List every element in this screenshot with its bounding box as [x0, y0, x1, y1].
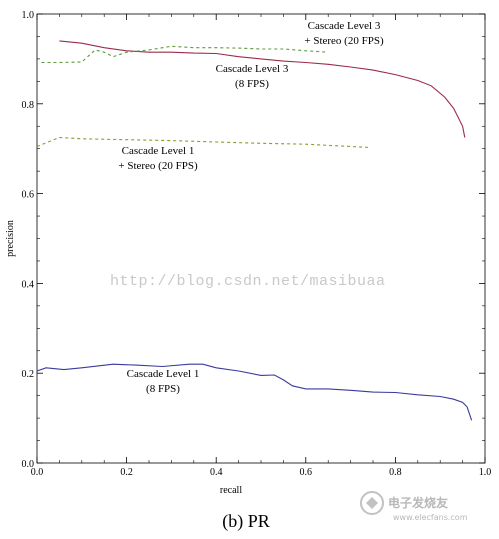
y-tick-label: 0.8 — [22, 100, 35, 111]
watermark-text: http://blog.csdn.net/masibuaa — [110, 273, 386, 290]
plot-axes: 0.0 0.2 0.4 0.6 0.8 1.0 0.0 0.2 0.4 0.6 0.8 1.0 reca… — [5, 10, 491, 496]
y-tick-label: 0.6 — [22, 190, 35, 201]
logo-icon — [360, 491, 384, 515]
y-tick-label: 0.0 — [22, 459, 35, 470]
logo-text: 电子发烧友 — [388, 495, 448, 510]
series-annotation-2: + Stereo (20 FPS) — [304, 35, 384, 47]
x-axis-label: recall — [220, 485, 242, 496]
plot-annotations: Cascade Level 3 (8 FPS) Cascade Level 3 + S… — [118, 20, 384, 395]
series-line-4 — [36, 363, 473, 421]
series-annotation-2: Cascade Level 3 — [308, 20, 381, 32]
series-line-2 — [41, 45, 329, 64]
x-tick-label: 0.8 — [389, 467, 402, 478]
y-axis-label: precision — [5, 220, 16, 257]
x-tick-label: 0.0 — [31, 467, 44, 478]
series-annotation-1: (8 FPS) — [235, 78, 269, 90]
x-tick-label: 0.6 — [300, 467, 313, 478]
y-tick-label: 0.2 — [22, 369, 35, 380]
series-annotation-3: Cascade Level 1 — [122, 145, 195, 157]
series-annotation-4: (8 FPS) — [146, 383, 180, 395]
x-tick-label: 0.2 — [120, 467, 133, 478]
x-tick-label: 1.0 — [479, 467, 492, 478]
series-line-3 — [36, 136, 369, 148]
x-tick-label: 0.4 — [210, 467, 223, 478]
y-tick-label: 1.0 — [22, 10, 35, 21]
figure-caption: (b) PR — [222, 511, 270, 532]
site-logo: 电子发烧友 www.elecfans.com — [360, 491, 468, 522]
series-annotation-3: + Stereo (20 FPS) — [118, 160, 198, 172]
y-tick-label: 0.4 — [22, 279, 35, 290]
series-annotation-4: Cascade Level 1 — [127, 368, 200, 380]
plot-series — [36, 40, 473, 421]
series-annotation-1: Cascade Level 3 — [216, 63, 289, 75]
logo-subtext: www.elecfans.com — [393, 513, 468, 522]
